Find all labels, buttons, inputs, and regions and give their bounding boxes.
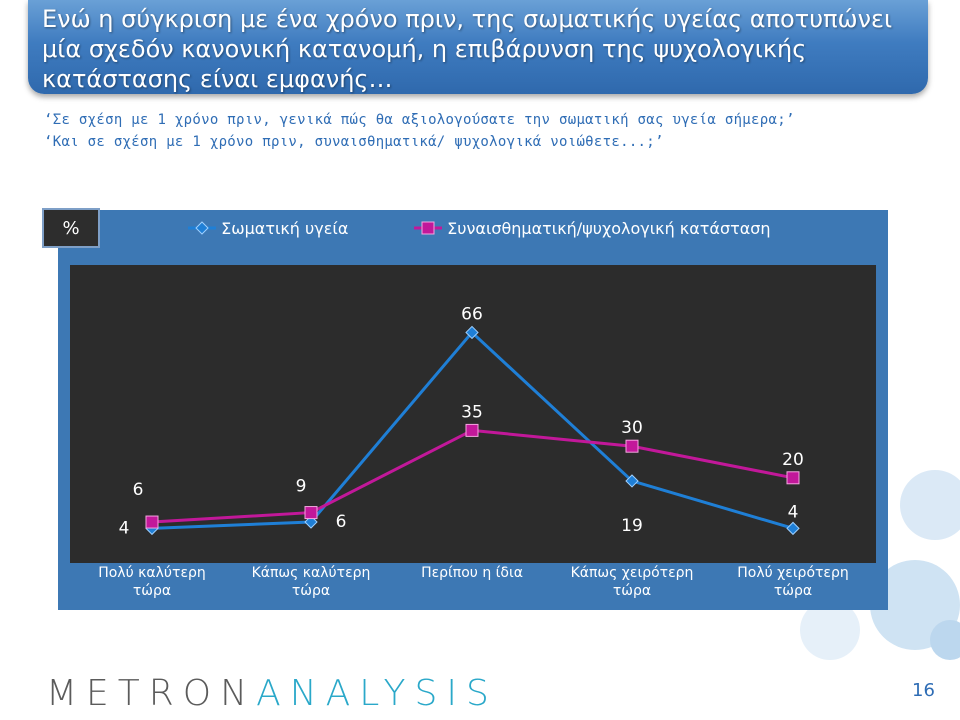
data-label-emotional: 6 <box>133 480 144 500</box>
data-label-emotional: 9 <box>296 477 307 497</box>
x-tick-label: Κάπως χειρότερη <box>571 565 694 581</box>
legend-diamond-icon <box>188 221 216 235</box>
data-point-emotional <box>625 439 639 453</box>
x-tick-label: Κάπως καλύτερη <box>252 565 371 581</box>
title-banner <box>28 0 928 94</box>
x-tick-label: τώρα <box>292 583 330 599</box>
page-number: 16 <box>912 680 935 701</box>
decorative-shape <box>800 600 860 660</box>
x-tick-label: Περίπου η ίδια <box>421 565 523 581</box>
legend-item-physical: Σωματική υγεία <box>188 219 348 238</box>
legend-item-emotional: Συναισθηματική/ψυχολογική κατάσταση <box>414 219 771 238</box>
data-label-physical: 4 <box>788 502 799 522</box>
data-point-physical <box>465 325 479 340</box>
x-tick-label: Πολύ καλύτερη <box>98 565 206 581</box>
legend-label-emotional: Συναισθηματική/ψυχολογική κατάσταση <box>447 219 771 238</box>
question-emotional: ‘Και σε σχέση με 1 χρόνο πριν, συναισθημ… <box>44 134 664 150</box>
data-point-emotional <box>465 423 479 437</box>
data-point-emotional <box>304 506 318 520</box>
x-tick-label: τώρα <box>133 583 171 599</box>
logo-analysis: ANALYSIS <box>256 673 498 714</box>
data-point-physical <box>786 521 800 536</box>
data-label-emotional: 20 <box>782 450 804 470</box>
legend-label-physical: Σωματική υγεία <box>221 219 349 238</box>
decorative-shape <box>930 620 960 660</box>
question-physical: ‘Σε σχέση με 1 χρόνο πριν, γενικά πώς θα… <box>44 112 795 128</box>
data-label-physical: 6 <box>336 512 347 532</box>
data-label-physical: 66 <box>461 304 483 324</box>
data-label-physical: 4 <box>119 518 130 538</box>
data-point-emotional <box>786 471 800 485</box>
x-tick-label: Πολύ χειρότερη <box>737 565 849 581</box>
data-point-emotional <box>145 515 159 529</box>
company-logo: METRONANALYSIS <box>46 673 498 714</box>
logo-metron: METRON <box>46 673 257 714</box>
data-label-emotional: 35 <box>461 402 483 422</box>
decorative-shape <box>900 470 960 540</box>
unit-label: % <box>42 208 100 248</box>
data-label-physical: 19 <box>621 516 643 536</box>
legend-square-icon <box>414 221 442 235</box>
x-tick-label: τώρα <box>613 583 651 599</box>
data-label-emotional: 30 <box>621 418 643 438</box>
x-tick-label: τώρα <box>774 583 812 599</box>
data-point-physical <box>625 474 639 488</box>
page-title: Ενώ η σύγκριση με ένα χρόνο πριν, της σω… <box>42 5 893 93</box>
